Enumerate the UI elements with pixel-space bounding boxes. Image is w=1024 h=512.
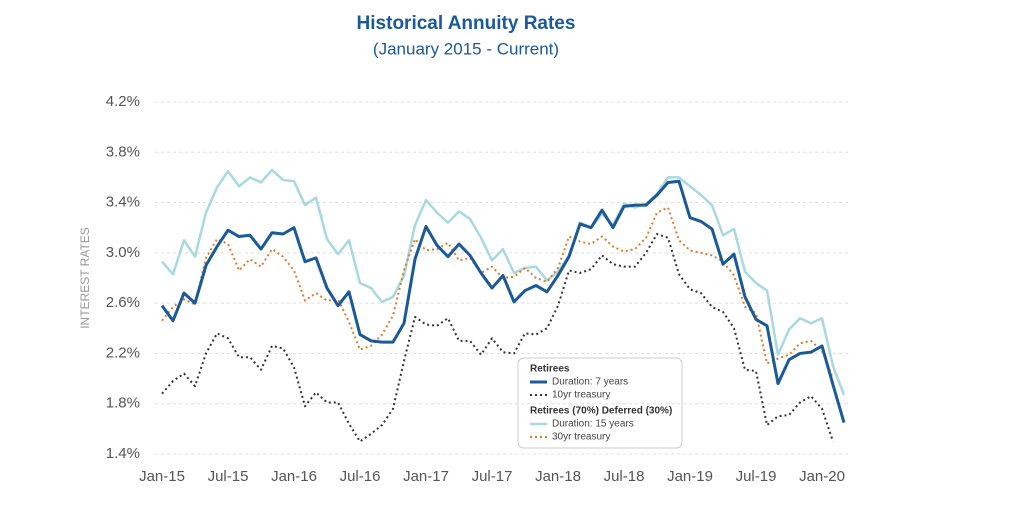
series-line <box>161 206 834 379</box>
chart-title: Historical Annuity Rates <box>357 13 576 34</box>
chart-subtitle: (January 2015 - Current) <box>373 39 559 58</box>
series-line <box>160 179 846 423</box>
legend-box <box>517 357 683 449</box>
y-tick-label: 2.6% <box>106 294 140 311</box>
y-tick-label: 4.2% <box>106 93 140 110</box>
series-line <box>161 233 834 443</box>
legend-group-title: Retirees (70%) Deferred (30%) <box>530 406 672 417</box>
y-tick-label: 3.0% <box>106 244 140 261</box>
x-tick-label: Jul-19 <box>736 468 777 485</box>
legend-group-title: Retirees <box>530 364 570 375</box>
x-tick-label: Jul-15 <box>208 468 249 485</box>
legend-label: Duration: 7 years <box>552 377 628 388</box>
x-tick-label: Jul-18 <box>604 468 645 485</box>
y-tick-label: 3.8% <box>106 143 140 160</box>
y-tick-label: 2.2% <box>106 344 140 361</box>
x-tick-label: Jan-17 <box>403 468 449 485</box>
x-tick-label: Jan-15 <box>139 468 185 485</box>
series-line <box>161 168 846 396</box>
y-axis-label: INTEREST RATES <box>78 227 92 329</box>
x-tick-label: Jan-19 <box>667 468 713 485</box>
x-tick-label: Jan-20 <box>799 468 845 485</box>
x-tick-label: Jul-17 <box>472 468 513 485</box>
legend-label: 30yr treasury <box>552 432 610 443</box>
x-tick-label: Jul-16 <box>340 468 381 485</box>
y-tick-label: 3.4% <box>106 194 140 211</box>
legend-label: Duration: 15 years <box>552 419 634 430</box>
y-tick-label: 1.8% <box>106 395 140 412</box>
x-tick-label: Jan-16 <box>271 468 317 485</box>
legend-label: 10yr treasury <box>552 390 610 401</box>
y-tick-label: 1.4% <box>106 445 140 462</box>
x-tick-label: Jan-18 <box>535 468 581 485</box>
